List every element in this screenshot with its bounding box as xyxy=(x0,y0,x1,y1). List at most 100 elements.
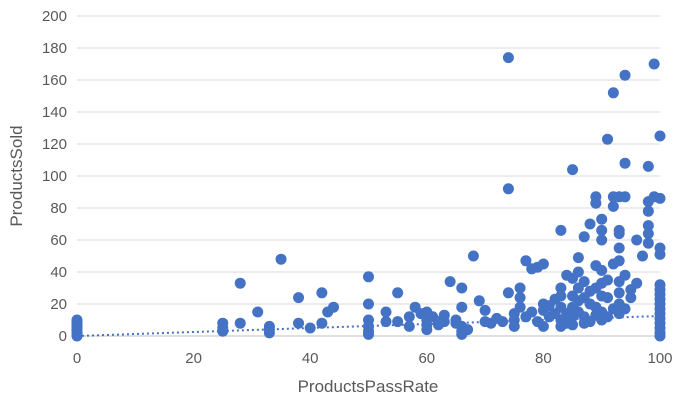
y-tick-label: 140 xyxy=(42,104,67,121)
y-tick-label: 200 xyxy=(42,8,67,25)
x-tick-label: 60 xyxy=(418,350,435,367)
data-point xyxy=(631,277,643,289)
data-point xyxy=(642,237,654,249)
data-point xyxy=(508,320,520,332)
data-point xyxy=(234,317,246,329)
data-point xyxy=(275,253,287,265)
data-point xyxy=(654,130,666,142)
data-point xyxy=(619,191,631,203)
data-point xyxy=(520,255,532,267)
data-point xyxy=(316,317,328,329)
data-point xyxy=(514,282,526,294)
data-point xyxy=(596,213,608,225)
data-point xyxy=(380,316,392,328)
data-point xyxy=(537,320,549,332)
data-point xyxy=(596,224,608,236)
data-point xyxy=(293,317,305,329)
y-tick-label: 80 xyxy=(50,200,67,217)
data-point xyxy=(479,304,491,316)
data-point xyxy=(392,316,404,328)
y-tick-label: 120 xyxy=(42,136,67,153)
data-point xyxy=(456,282,468,294)
data-point xyxy=(642,228,654,240)
y-tick-label: 160 xyxy=(42,72,67,89)
data-point xyxy=(328,301,340,313)
y-tick-label: 180 xyxy=(42,40,67,57)
data-point xyxy=(578,231,590,243)
data-point xyxy=(363,298,374,310)
data-point xyxy=(613,242,625,254)
data-point xyxy=(619,303,631,315)
data-point xyxy=(526,306,538,318)
data-point xyxy=(502,183,514,195)
data-point xyxy=(71,314,83,326)
data-point xyxy=(613,287,625,299)
y-axis-title: ProductsSold xyxy=(7,125,26,226)
data-point xyxy=(572,252,584,264)
data-point xyxy=(555,282,567,294)
x-tick-label: 40 xyxy=(302,350,319,367)
data-point xyxy=(613,228,625,240)
data-point xyxy=(619,157,631,169)
x-axis-title: ProductsPassRate xyxy=(298,377,439,396)
gridlines xyxy=(77,15,660,305)
data-point xyxy=(293,292,305,304)
y-tick-label: 60 xyxy=(50,232,67,249)
data-point xyxy=(473,295,485,307)
data-point xyxy=(584,218,596,230)
data-point xyxy=(648,58,660,70)
data-point xyxy=(444,276,456,288)
data-point xyxy=(578,276,590,288)
data-point xyxy=(631,234,643,246)
data-point xyxy=(467,250,479,262)
data-point xyxy=(234,277,246,289)
data-point xyxy=(462,324,474,336)
y-tick-label: 20 xyxy=(50,296,67,313)
data-point xyxy=(380,306,392,318)
data-point xyxy=(567,319,579,331)
data-point xyxy=(619,69,631,81)
data-point xyxy=(502,52,514,64)
data-point xyxy=(642,205,654,217)
data-point xyxy=(537,258,549,270)
data-point xyxy=(514,292,526,304)
data-point xyxy=(637,250,649,262)
data-point xyxy=(602,133,614,145)
data-point xyxy=(438,316,450,328)
data-point xyxy=(625,292,637,304)
data-point xyxy=(497,316,509,328)
data-point xyxy=(572,266,584,278)
y-tick-label: 40 xyxy=(50,264,67,281)
data-point xyxy=(316,287,328,299)
data-point xyxy=(619,269,631,281)
data-point xyxy=(263,320,275,332)
x-tick-label: 0 xyxy=(73,350,81,367)
data-point xyxy=(654,248,666,260)
data-point xyxy=(642,220,654,232)
data-point xyxy=(596,234,608,246)
data-point xyxy=(514,301,526,313)
data-point xyxy=(654,330,666,342)
data-point xyxy=(567,164,579,176)
x-tick-label: 80 xyxy=(535,350,552,367)
data-points xyxy=(71,52,666,342)
data-point xyxy=(654,192,666,204)
data-point xyxy=(602,311,614,323)
x-tick-label: 100 xyxy=(647,350,672,367)
data-point xyxy=(596,264,608,276)
data-point xyxy=(392,287,404,299)
y-tick-label: 0 xyxy=(59,328,67,345)
data-point xyxy=(555,224,567,236)
data-point xyxy=(252,306,264,318)
data-point xyxy=(642,160,654,172)
data-point xyxy=(456,301,468,313)
data-point xyxy=(421,324,433,336)
data-point xyxy=(607,87,619,99)
data-point xyxy=(555,290,567,302)
data-point xyxy=(590,197,602,209)
data-point xyxy=(613,255,625,267)
data-point xyxy=(602,292,614,304)
data-point xyxy=(304,322,316,334)
